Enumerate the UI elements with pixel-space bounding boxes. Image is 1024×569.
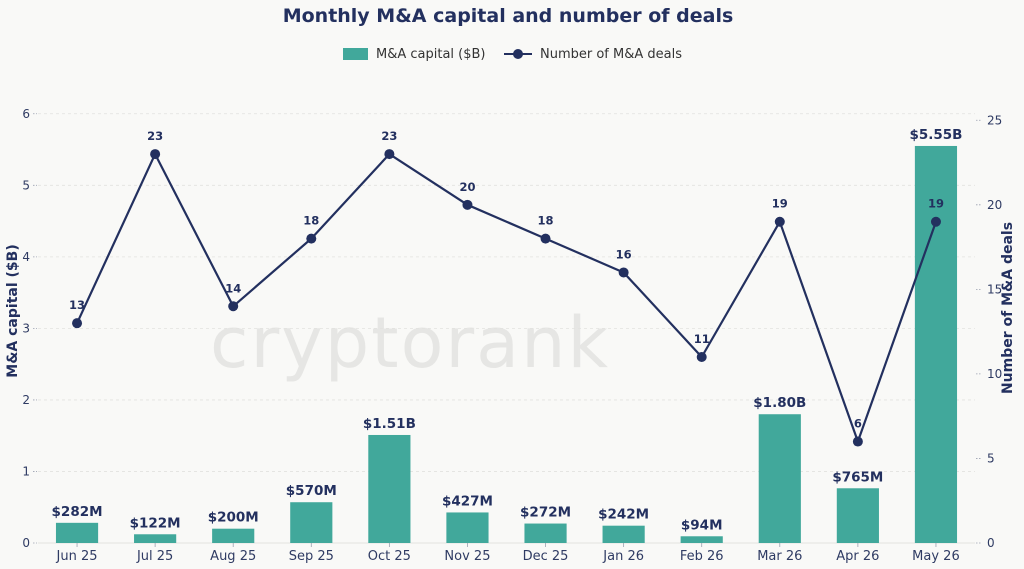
x-tick-label: Dec 25 [523, 549, 569, 564]
deals-value-label: 23 [381, 129, 397, 143]
bar [914, 145, 958, 543]
bar-value-label: $5.55B [909, 127, 962, 143]
x-tick-label: Mar 26 [757, 549, 802, 564]
bar-value-label: $200M [208, 510, 259, 526]
x-tick-label: Aug 25 [210, 549, 256, 564]
deals-value-label: 23 [147, 129, 163, 143]
deals-value-label: 16 [616, 247, 632, 261]
deals-value-label: 13 [69, 298, 85, 312]
deals-point [774, 216, 785, 227]
y-tick-label: 3 [22, 321, 30, 335]
deals-value-label: 20 [459, 180, 475, 194]
bar [368, 434, 411, 543]
bar-value-label: $94M [681, 517, 723, 533]
x-tick-label: Jul 25 [136, 549, 173, 564]
y2-tick-label: 20 [987, 198, 1002, 212]
x-tick-label: Oct 25 [368, 549, 411, 564]
bar [134, 534, 177, 543]
deals-point [852, 436, 863, 447]
bar-value-label: $765M [832, 469, 883, 485]
y2-tick-label: 0 [987, 536, 995, 550]
bar [446, 512, 489, 543]
bar [836, 488, 879, 543]
y-tick-label: 0 [22, 536, 30, 550]
legend-marker-deals [513, 49, 523, 59]
y2-tick-label: 5 [987, 451, 995, 465]
deals-value-label: 19 [772, 197, 788, 211]
deals-point [306, 233, 317, 244]
bar-value-label: $427M [442, 493, 493, 509]
grid-layer [38, 113, 975, 544]
x-tick-label: Nov 25 [444, 549, 490, 564]
x-tick-label: Jun 25 [56, 549, 98, 564]
y-tick-label: 4 [22, 250, 30, 264]
deals-value-label: 11 [694, 332, 710, 346]
bar [758, 414, 801, 543]
deals-point [930, 216, 941, 227]
deals-line [76, 152, 937, 443]
deals-value-label: 19 [928, 197, 944, 211]
chart-title: Monthly M&A capital and number of deals [283, 5, 734, 27]
y-tick-label: 5 [22, 178, 30, 192]
x-tick-label: Feb 26 [680, 549, 724, 564]
bar [212, 528, 255, 543]
deals-point [540, 233, 551, 244]
bar [524, 523, 567, 543]
bar-value-label: $1.51B [363, 416, 416, 432]
y-axis-label: M&A capital ($B) [5, 244, 21, 377]
legend-label-deals: Number of M&A deals [540, 47, 682, 62]
deals-value-label: 18 [303, 214, 319, 228]
y2-tick-label: 25 [987, 113, 1002, 127]
x-tick-label: Sep 25 [289, 549, 334, 564]
deals-value-label: 14 [225, 281, 241, 295]
deals-value-label: 6 [854, 417, 862, 431]
bar [680, 536, 723, 543]
line-layer: 13 23 14 18 23 20 18 16 11 19 6 19 [69, 129, 944, 447]
y-tick-label: 6 [22, 107, 30, 121]
bar-value-label: $272M [520, 505, 571, 521]
y2-tick-label: 15 [987, 282, 1002, 296]
bar-value-label: $122M [130, 515, 181, 531]
deals-point [72, 318, 83, 329]
y-tick-label: 2 [22, 393, 30, 407]
bar-value-label: $1.80B [753, 395, 806, 411]
bar [602, 525, 645, 543]
bar-layer: $282M $122M $200M $570M $1.51B $427M $272M $242… [52, 127, 962, 543]
deals-point [696, 352, 707, 362]
bar-value-label: $242M [598, 507, 649, 523]
x-tick-label: May 26 [912, 549, 960, 564]
deals-point [462, 199, 473, 210]
legend: M&A capital ($B) Number of M&A deals [343, 47, 682, 62]
legend-label-capital: M&A capital ($B) [376, 47, 486, 62]
legend-swatch-capital [343, 48, 368, 60]
y2-tick-label: 10 [987, 367, 1002, 381]
x-tick-label: Jan 26 [602, 549, 644, 564]
bar-value-label: $570M [286, 483, 337, 499]
deals-point [384, 149, 395, 160]
deals-point [228, 301, 239, 312]
bar [290, 502, 333, 543]
y2-axis-label: Number of M&A deals [1000, 222, 1016, 394]
x-tick-label: Apr 26 [836, 549, 879, 564]
deals-value-label: 18 [538, 214, 554, 228]
bar-value-label: $282M [52, 504, 103, 520]
y-tick-label: 1 [22, 464, 30, 478]
watermark: cryptorank [210, 302, 610, 384]
bar [55, 522, 99, 543]
deals-point [618, 267, 629, 278]
deals-point [150, 149, 161, 160]
